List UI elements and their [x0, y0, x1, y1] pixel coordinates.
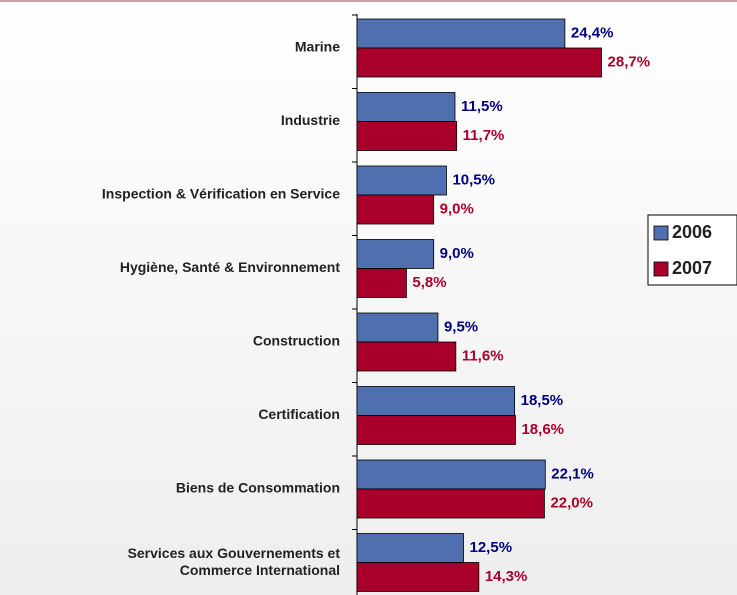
bar	[356, 165, 447, 196]
bar	[356, 47, 602, 78]
bar	[356, 121, 458, 151]
value-label: 9,0%	[440, 245, 474, 262]
value-label: 18,5%	[521, 392, 564, 409]
value-label: 22,0%	[550, 494, 593, 511]
bar	[356, 533, 464, 563]
bar	[356, 239, 435, 269]
category-label: Certification	[258, 406, 340, 422]
value-label: 12,5%	[470, 539, 513, 556]
bar	[356, 92, 456, 122]
category-label: Inspection & Vérification en Service	[102, 186, 340, 202]
value-label: 24,4%	[571, 24, 614, 41]
value-label: 28,7%	[608, 53, 651, 70]
bar	[356, 562, 480, 592]
value-label: 11,6%	[462, 347, 504, 364]
value-label: 9,5%	[444, 318, 478, 335]
value-label: 10,5%	[452, 171, 495, 188]
bar	[356, 312, 439, 343]
bar	[356, 415, 516, 445]
bar	[356, 488, 545, 519]
legend-swatch	[653, 225, 669, 241]
value-label: 14,3%	[485, 568, 528, 585]
category-label: Hygiène, Santé & Environnement	[120, 259, 340, 275]
bar	[356, 194, 435, 225]
category-label: Marine	[295, 39, 340, 55]
category-label: Industrie	[281, 112, 340, 128]
value-label: 18,6%	[521, 421, 564, 438]
legend-label: 2007	[672, 258, 712, 278]
bar	[356, 18, 566, 49]
legend-label: 2006	[672, 222, 712, 242]
top-rule	[0, 0, 737, 2]
value-label: 11,5%	[461, 98, 503, 115]
category-label: Construction	[253, 333, 340, 349]
value-label: 5,8%	[412, 274, 446, 291]
value-label: 11,7%	[463, 127, 505, 144]
category-label: Services aux Gouvernements et Commerce In…	[128, 545, 341, 578]
legend-swatch	[653, 261, 669, 277]
value-label: 9,0%	[440, 200, 474, 217]
value-label: 22,1%	[551, 465, 594, 482]
bar	[356, 341, 457, 372]
bar	[356, 268, 407, 298]
category-label: Biens de Consommation	[176, 480, 340, 496]
bar	[356, 386, 516, 416]
bar	[356, 459, 546, 490]
